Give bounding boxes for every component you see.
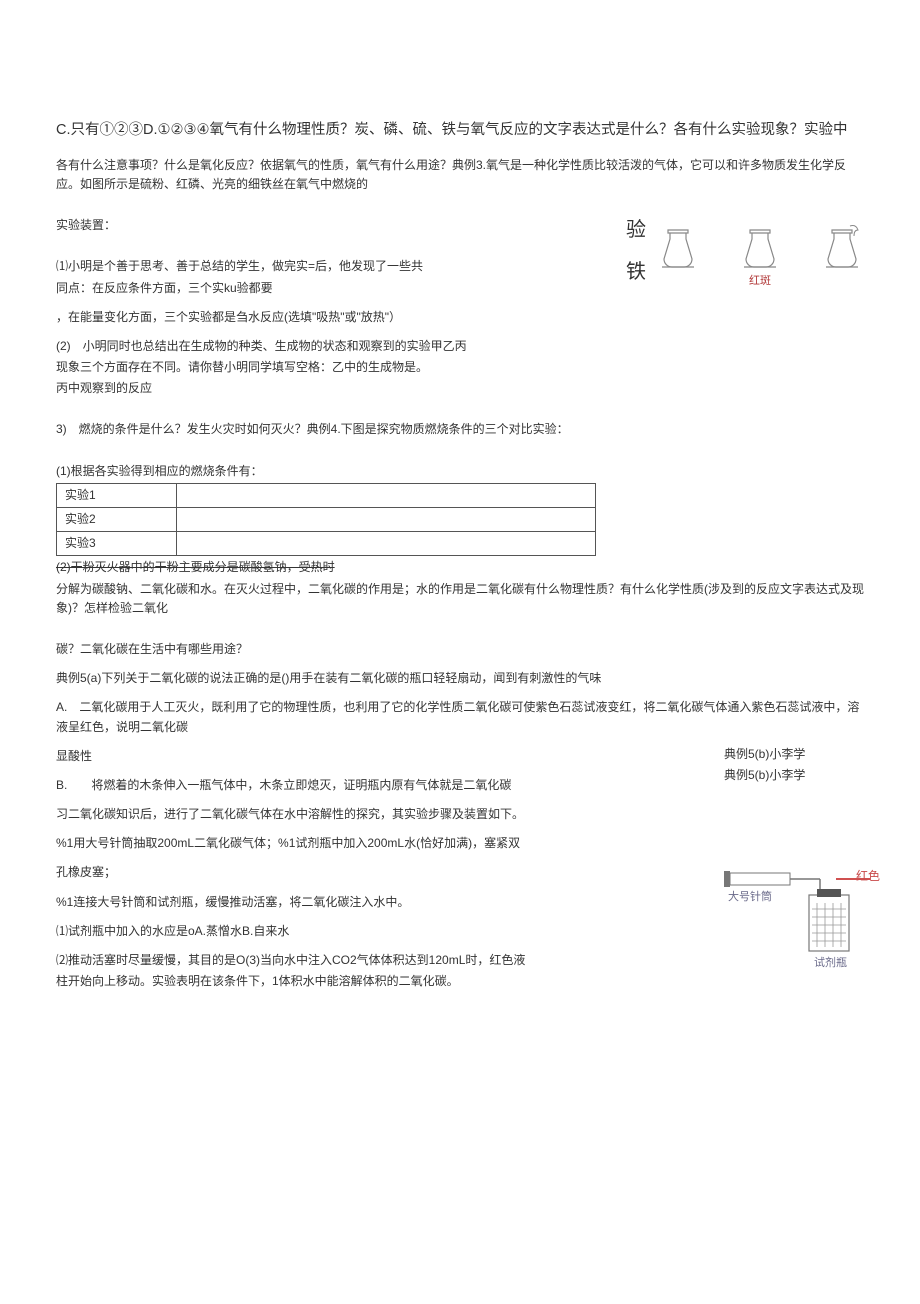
para-intro: 各有什么注意事项？什么是氧化反应？依据氧气的性质，氧气有什么用途？典例3.氧气是… — [56, 156, 864, 194]
table-cell-value — [177, 532, 596, 556]
heading-main: C.只有①②③D.①②③④氧气有什么物理性质？炭、磷、硫、铁与氧气反应的文字表达… — [56, 120, 864, 142]
flask-2 — [738, 224, 782, 274]
flask-1 — [656, 224, 700, 274]
right-column: 典例5(b)小李学 典例5(b)小李学 — [724, 745, 864, 982]
para-8: 分解为碳酸钠、二氧化碳和水。在灭火过程中，二氧化碳的作用是；水的作用是二氧化碳有… — [56, 580, 864, 618]
syringe-bottle-diagram: 红色 大号针筒 试剂瓶 — [724, 855, 874, 981]
para-5: 3) 燃烧的条件是什么？发生火灾时如何灭火？典例4.下图是探究物质燃烧条件的三个… — [56, 420, 864, 439]
diagram-caption: 红斑 — [656, 274, 864, 289]
para-6: (1)根据各实验得到相应的燃烧条件有： — [56, 462, 864, 481]
label-red: 红色 — [856, 867, 880, 886]
para-10: 典例5(a)下列关于二氧化碳的说法正确的是()用手在装有二氧化碳的瓶口轻轻扇动，… — [56, 669, 864, 688]
right-line-2: 典例5(b)小李学 — [724, 766, 864, 785]
para-4b: 现象三个方面存在不同。请你替小明同学填写空格：乙中的生成物是。 — [56, 358, 864, 377]
experiment-table: 实验1 实验2 实验3 — [56, 483, 596, 557]
flask-3 — [820, 224, 864, 274]
para-9: 碳？二氧化碳在生活中有哪些用途？ — [56, 640, 864, 659]
para-3b: ，在能量变化方面，三个实验都是刍水反应(选填"吸热"或"放热"） — [56, 308, 864, 327]
para-7-strike: (2)干粉灭火器中的干粉主要成分是碳酸氢钠，受热时 — [56, 558, 864, 577]
label-needle: 大号针筒 — [728, 889, 772, 907]
table-row: 实验3 — [57, 532, 596, 556]
side-char-tie: 铁 — [624, 258, 646, 286]
table-cell-label: 实验3 — [57, 532, 177, 556]
right-line-1: 典例5(b)小李学 — [724, 745, 864, 764]
para-4c: 丙中观察到的反应 — [56, 379, 864, 398]
table-row: 实验2 — [57, 508, 596, 532]
para-11: A. 二氧化碳用于人工灭火，既利用了它的物理性质，也利用了它的化学性质二氧化碳可… — [56, 698, 864, 736]
flask-diagram-block: 红斑 — [656, 216, 864, 289]
table-cell-value — [177, 483, 596, 507]
label-bottle: 试剂瓶 — [814, 955, 847, 973]
table-row: 实验1 — [57, 483, 596, 507]
table-cell-label: 实验1 — [57, 483, 177, 507]
table-cell-label: 实验2 — [57, 508, 177, 532]
table-cell-value — [177, 508, 596, 532]
para-4: (2) 小明同时也总结出在生成物的种类、生成物的状态和观察到的实验甲乙丙 — [56, 337, 864, 356]
side-char-yan: 验 — [624, 216, 646, 244]
